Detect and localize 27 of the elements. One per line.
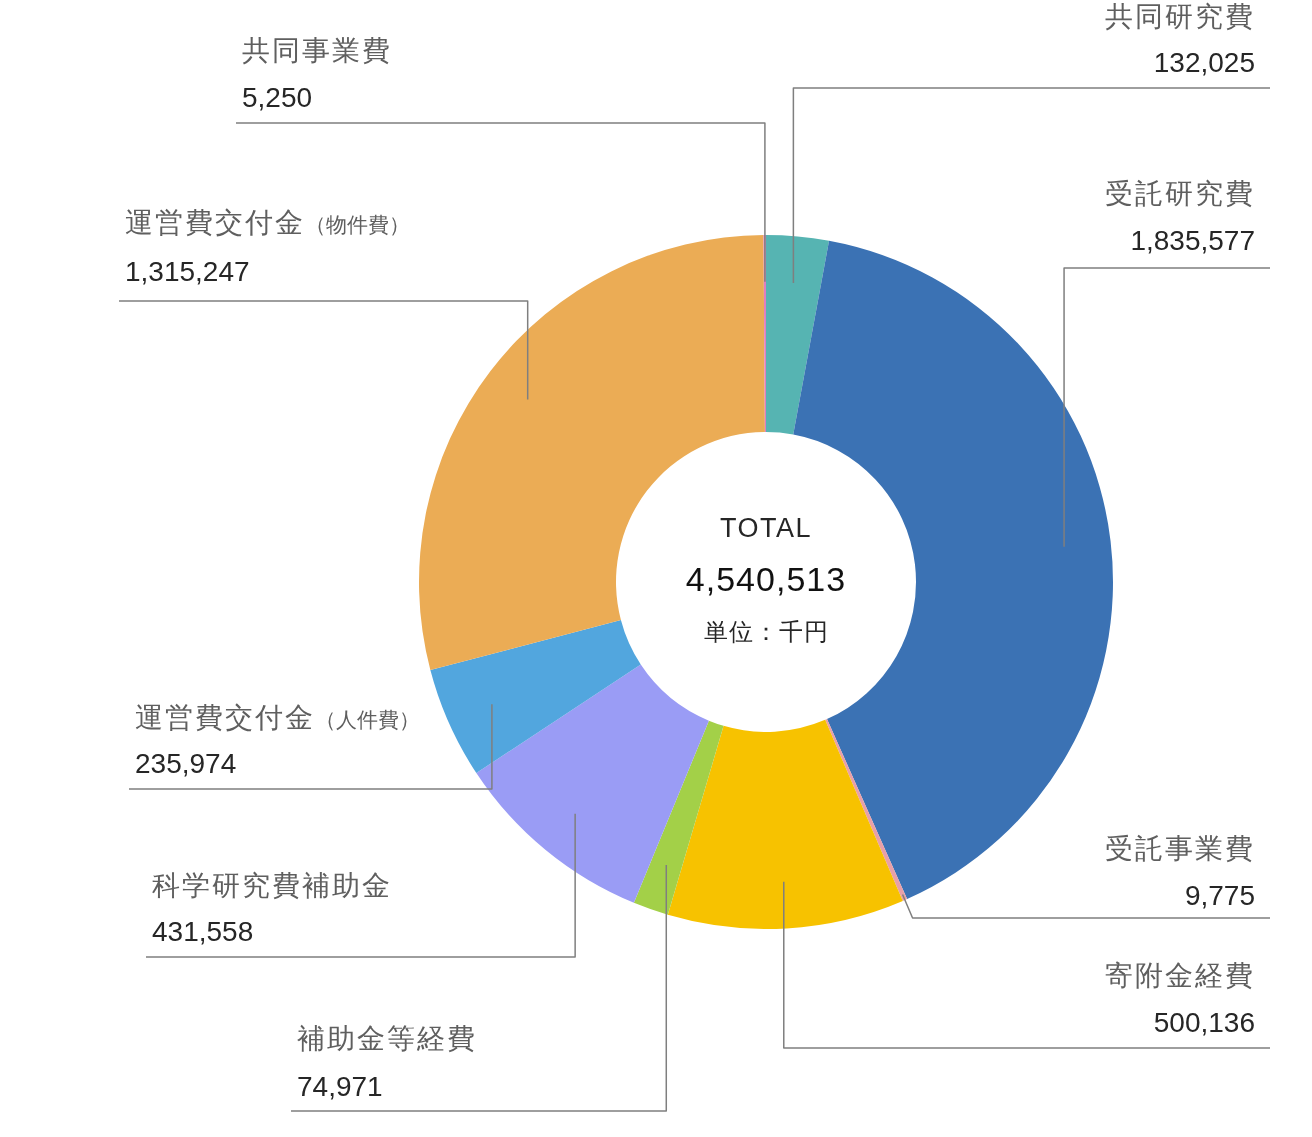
data-label: 235,974 [135, 748, 237, 779]
donut-slice [633, 720, 724, 915]
slice-label: 共同事業費 [242, 35, 392, 66]
data-label: 500,136 [1153, 1007, 1255, 1038]
slice-label: 補助金等経費 [297, 1023, 477, 1054]
donut-slice [825, 719, 908, 901]
slice-label: 受託研究費 [1105, 178, 1255, 209]
text: 単位：千円 [703, 618, 829, 645]
data-label: 1,315,247 [125, 256, 250, 287]
donut-slice [667, 719, 903, 929]
donut-slice [430, 620, 641, 774]
slice-label: 運営費交付金（人件費） [135, 702, 420, 733]
data-label: 9,775 [1184, 880, 1255, 911]
slice-label: 受託事業費 [1105, 833, 1255, 864]
donut-slice [476, 664, 709, 903]
text: TOTAL [719, 513, 813, 543]
data-label: 431,558 [152, 916, 254, 947]
slice-label: 共同研究費 [1105, 1, 1255, 32]
slice-label: 寄附金経費 [1105, 960, 1255, 991]
data-label: 132,025 [1153, 47, 1255, 78]
donut-slice [766, 235, 830, 435]
text: 4,540,513 [685, 560, 847, 598]
slice-label: 科学研究費補助金 [152, 870, 392, 901]
data-label: 1,835,577 [1130, 225, 1255, 256]
data-label: 74,971 [297, 1071, 383, 1102]
slice-label: 運営費交付金（物件費） [125, 207, 410, 238]
data-label: 5,250 [242, 82, 313, 113]
